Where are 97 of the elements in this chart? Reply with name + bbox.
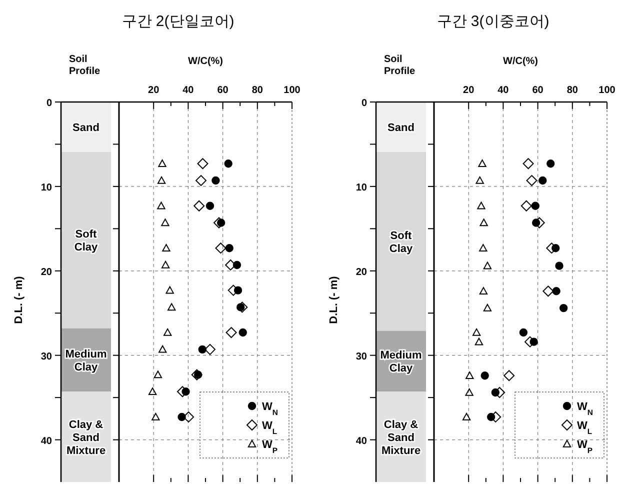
point	[236, 302, 248, 313]
series-label: Sand	[72, 122, 100, 134]
x-tick-label: 60	[532, 85, 544, 96]
y-tick-label: 0	[46, 98, 52, 109]
legend-label: W$_{P}$	[262, 439, 278, 454]
point	[194, 200, 205, 212]
y-tick-label: 30	[40, 351, 52, 362]
point	[157, 176, 166, 184]
point	[161, 218, 170, 226]
legend-label: W$_{L}$	[577, 420, 592, 436]
point	[166, 286, 174, 294]
point	[474, 338, 484, 346]
y-axis-title: D.L. (- m)	[13, 276, 25, 324]
series-label: Sand	[388, 122, 414, 134]
y-tick-label: 10	[40, 182, 52, 194]
x-axis-title: Soil Profile	[384, 54, 416, 77]
x-tick-label: 20	[148, 85, 160, 96]
point	[196, 175, 206, 186]
point	[480, 372, 489, 380]
x-tick-label: 100	[598, 85, 616, 96]
point	[148, 388, 157, 396]
point	[215, 242, 226, 254]
point	[462, 412, 471, 420]
point	[479, 244, 488, 252]
point	[504, 370, 515, 382]
x-axis-title: Soil Profile	[69, 54, 101, 77]
y-axis-title: D.L. (- m)	[328, 276, 340, 324]
legend-label: W$_{N}$	[262, 401, 278, 416]
legend-label: W$_{L}$	[262, 420, 278, 436]
point	[555, 262, 564, 270]
point	[479, 287, 488, 295]
y-tick-label: 30	[356, 351, 368, 362]
point	[538, 176, 547, 185]
series-label: Medium Clay	[380, 350, 422, 375]
x-tick-label: 80	[252, 85, 264, 96]
point	[480, 218, 488, 226]
chart-title: 구간 2(단일코어)	[122, 13, 234, 30]
point	[478, 160, 486, 168]
bar	[61, 152, 111, 328]
x-tick-label: 80	[566, 85, 578, 96]
x-axis-title: W/C(%)	[503, 56, 538, 67]
y-tick-label: 0	[361, 98, 368, 109]
point	[161, 260, 170, 268]
point	[154, 370, 162, 378]
point	[531, 202, 540, 210]
point	[152, 412, 160, 420]
point	[162, 244, 170, 252]
x-tick-label: 20	[463, 85, 475, 96]
point	[164, 328, 172, 336]
point	[226, 327, 237, 338]
point	[559, 304, 568, 312]
point	[198, 345, 206, 354]
point	[472, 328, 481, 336]
series-label: Soft Clay	[74, 228, 98, 254]
point	[522, 158, 534, 170]
point	[197, 158, 208, 170]
point	[158, 345, 167, 353]
y-tick-label: 10	[356, 182, 368, 194]
point	[476, 176, 484, 184]
x-tick-label: 100	[284, 85, 301, 96]
y-tick-label: 40	[356, 436, 368, 447]
point	[204, 344, 216, 355]
x-tick-label: 40	[182, 85, 194, 96]
point	[526, 175, 538, 186]
point	[206, 202, 214, 210]
series-label: Medium Clay	[65, 348, 107, 374]
series-label: Soft Clay	[389, 230, 414, 255]
point	[519, 328, 528, 337]
point	[238, 328, 247, 337]
y-tick-label: 40	[40, 436, 52, 447]
point	[477, 202, 486, 210]
point	[465, 388, 474, 396]
point	[157, 202, 166, 210]
point	[167, 303, 176, 311]
point	[466, 372, 474, 379]
y-tick-label: 20	[40, 266, 52, 278]
point	[212, 176, 220, 185]
point	[224, 160, 232, 168]
point	[483, 262, 492, 270]
point	[483, 304, 492, 312]
point	[552, 287, 560, 296]
legend-label: W$_{P}$	[577, 439, 593, 454]
point	[158, 160, 166, 168]
x-axis-title: W/C(%)	[188, 56, 223, 67]
point	[191, 369, 202, 380]
bar	[376, 152, 426, 331]
point	[520, 200, 532, 212]
y-tick-label: 20	[356, 266, 368, 278]
point	[546, 160, 555, 168]
series-label: Clay & Sand Mixture	[66, 418, 106, 457]
chart-title: 구간 3(이중코어)	[436, 13, 550, 30]
legend-label: W$_{N}$	[577, 401, 594, 416]
x-tick-label: 40	[498, 85, 510, 96]
point	[542, 286, 554, 297]
point	[225, 244, 234, 252]
x-tick-label: 60	[217, 85, 229, 96]
series-label: Clay & Sand Mixture	[381, 418, 421, 457]
